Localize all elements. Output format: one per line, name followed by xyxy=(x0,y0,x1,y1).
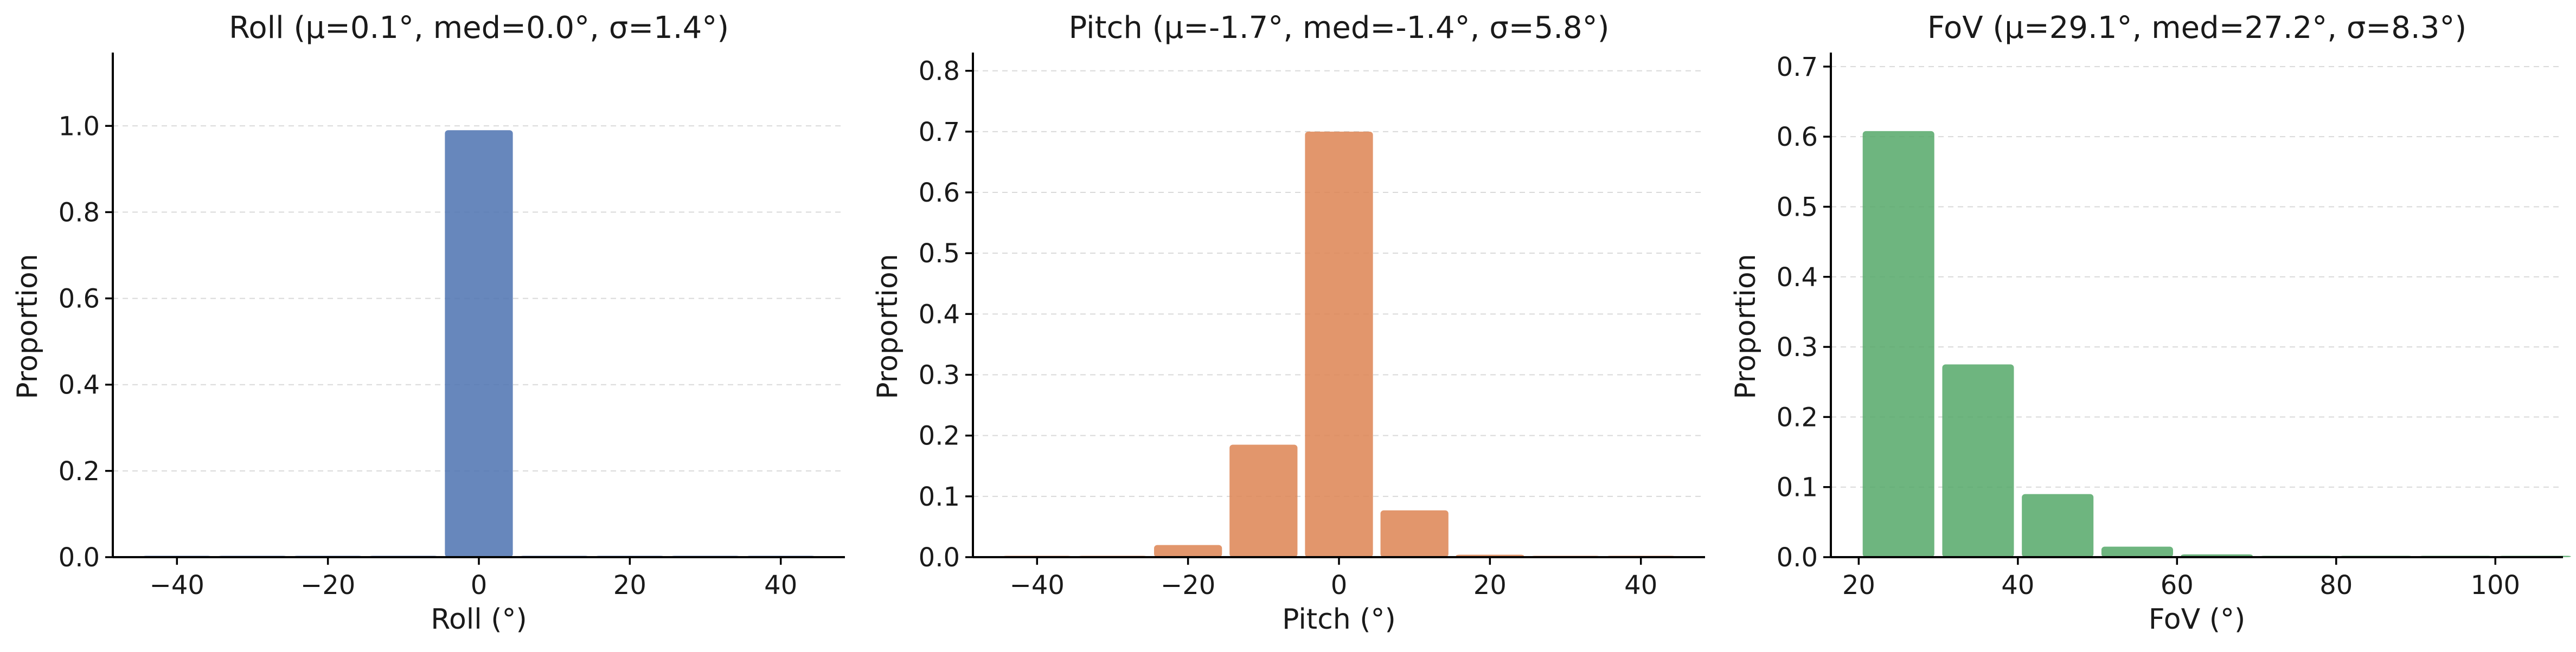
y-tick-label: 0.2 xyxy=(59,456,100,487)
bar xyxy=(1154,545,1222,557)
x-tick-label: −20 xyxy=(1161,570,1215,601)
x-tick-label: 20 xyxy=(1473,570,1507,601)
y-tick-label: 0.3 xyxy=(1777,332,1818,363)
y-axis-label: Proportion xyxy=(11,254,44,399)
y-tick-label: 0.0 xyxy=(59,543,100,573)
y-axis-label: Proportion xyxy=(872,254,904,399)
x-tick-label: 0 xyxy=(1331,570,1348,601)
y-tick-label: 0.5 xyxy=(1777,192,1818,222)
y-tick-label: 0.4 xyxy=(59,370,100,401)
x-tick-label: 100 xyxy=(2470,570,2520,601)
y-tick-label: 0.0 xyxy=(1777,543,1818,573)
x-tick-label: −40 xyxy=(150,570,204,601)
y-tick-label: 0.7 xyxy=(919,117,960,147)
y-tick-label: 0.4 xyxy=(1777,262,1818,293)
x-axis-label: Roll (°) xyxy=(431,603,527,636)
y-tick-label: 0.2 xyxy=(919,421,960,451)
x-tick-label: 40 xyxy=(764,570,797,601)
y-tick-label: 0.6 xyxy=(59,284,100,314)
y-tick-label: 0.8 xyxy=(919,56,960,87)
y-tick-label: 0.5 xyxy=(919,238,960,269)
y-tick-label: 1.0 xyxy=(59,111,100,141)
x-tick-label: 60 xyxy=(2161,570,2194,601)
bar xyxy=(2022,494,2094,557)
bar xyxy=(1942,364,2014,557)
x-tick-label: 40 xyxy=(2001,570,2034,601)
y-tick-label: 0.6 xyxy=(919,178,960,208)
x-tick-label: 20 xyxy=(613,570,646,601)
bar xyxy=(1229,444,1298,557)
x-tick-label: 80 xyxy=(2319,570,2353,601)
bar xyxy=(1862,131,1934,558)
x-axis-label: Pitch (°) xyxy=(1282,603,1396,636)
x-tick-label: 20 xyxy=(1842,570,1875,601)
y-tick-label: 0.6 xyxy=(1777,122,1818,152)
x-tick-label: 40 xyxy=(1624,570,1657,601)
y-axis-label: Proportion xyxy=(1729,254,1762,399)
y-tick-label: 0.3 xyxy=(919,360,960,390)
y-tick-label: 0.2 xyxy=(1777,402,1818,432)
y-tick-label: 0.7 xyxy=(1777,52,1818,82)
bar xyxy=(1305,131,1373,557)
chart-panel-3: 0.0 0.1 0.2 0.3 0.4 0.5 0.6 0.7 20 40 60 80 100 FoV (… xyxy=(1729,10,2571,636)
bar xyxy=(2101,546,2173,557)
chart-title: FoV (μ=29.1°, med=27.2°, σ=8.3°) xyxy=(1927,10,2466,46)
y-tick-label: 0.8 xyxy=(59,197,100,228)
y-tick-label: 0.1 xyxy=(919,482,960,512)
x-tick-label: −40 xyxy=(1010,570,1065,601)
x-tick-label: −20 xyxy=(300,570,355,601)
bar xyxy=(1380,510,1449,557)
y-tick-label: 0.0 xyxy=(919,543,960,573)
y-tick-label: 0.4 xyxy=(919,299,960,330)
chart-title: Roll (μ=0.1°, med=0.0°, σ=1.4°) xyxy=(229,10,729,46)
chart-title: Pitch (μ=-1.7°, med=-1.4°, σ=5.8°) xyxy=(1068,10,1609,46)
bar xyxy=(445,130,513,557)
x-axis-label: FoV (°) xyxy=(2149,603,2246,636)
chart-panel-1: 0.0 0.2 0.4 0.6 0.8 1.0 −40 −20 0 20 40 Roll (°) Pro… xyxy=(11,10,845,636)
chart-panel-2: 0.0 0.1 0.2 0.3 0.4 0.5 0.6 0.7 0.8 −40 −20 0 20 40 Pi… xyxy=(872,10,1705,636)
y-tick-label: 0.1 xyxy=(1777,473,1818,503)
x-tick-label: 0 xyxy=(471,570,488,601)
